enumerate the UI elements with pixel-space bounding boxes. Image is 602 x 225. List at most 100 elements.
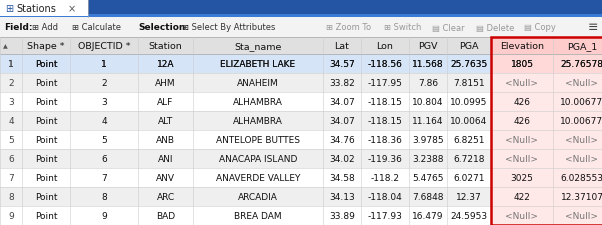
Text: Point: Point	[35, 154, 57, 163]
Bar	[0, 18, 602, 38]
Text: 34.07: 34.07	[329, 117, 355, 126]
Text: ALHAMBRA: ALHAMBRA	[233, 98, 283, 106]
Text: 5: 5	[8, 135, 14, 144]
Bar	[491, 74, 602, 93]
Text: Point: Point	[35, 192, 57, 201]
Text: 6.8251: 6.8251	[453, 135, 485, 144]
Text: Lat: Lat	[335, 42, 349, 51]
Text: 6.7218: 6.7218	[453, 154, 485, 163]
Bar	[491, 112, 602, 130]
Text: 2: 2	[8, 79, 14, 88]
Text: ARCADIA: ARCADIA	[238, 192, 278, 201]
Bar	[0, 0, 88, 17]
Text: ANB: ANB	[156, 135, 175, 144]
Bar	[0, 187, 602, 206]
Text: -117.95: -117.95	[368, 79, 403, 88]
Text: ▲: ▲	[3, 44, 8, 49]
Text: 3: 3	[101, 98, 107, 106]
Text: 10.00677: 10.00677	[560, 117, 602, 126]
Text: -118.04: -118.04	[368, 192, 402, 201]
Text: 10.0995: 10.0995	[450, 98, 488, 106]
Text: -118.15: -118.15	[368, 117, 403, 126]
Text: 25.7635: 25.7635	[450, 60, 488, 69]
Text: 8: 8	[8, 192, 14, 201]
Text: 12A: 12A	[157, 60, 174, 69]
Text: 34.76: 34.76	[329, 135, 355, 144]
Bar	[491, 55, 602, 74]
Bar	[491, 187, 602, 206]
Text: 4: 4	[8, 117, 14, 126]
Text: -118.36: -118.36	[368, 135, 403, 144]
Text: Lon: Lon	[377, 42, 394, 51]
Text: <Null>: <Null>	[565, 135, 598, 144]
Text: Stations: Stations	[16, 4, 56, 14]
Bar	[0, 74, 602, 93]
Bar	[0, 93, 602, 112]
Text: 9: 9	[8, 211, 14, 220]
Text: 12.37107: 12.37107	[560, 192, 602, 201]
Text: 34.58: 34.58	[329, 173, 355, 182]
Text: 7: 7	[8, 173, 14, 182]
Text: <Null>: <Null>	[565, 79, 598, 88]
Text: ×: ×	[68, 4, 76, 14]
Text: 1805: 1805	[510, 60, 533, 69]
Text: <Null>: <Null>	[565, 154, 598, 163]
Text: 33.89: 33.89	[329, 211, 355, 220]
Text: <Null>: <Null>	[506, 154, 539, 163]
Text: 24.5953: 24.5953	[450, 211, 488, 220]
Text: Shape *: Shape *	[27, 42, 65, 51]
Text: ⊞ Calculate: ⊞ Calculate	[72, 23, 121, 32]
Bar	[0, 38, 602, 55]
Text: 4: 4	[101, 117, 107, 126]
Text: 1: 1	[101, 60, 107, 69]
Text: Point: Point	[35, 173, 57, 182]
Text: -117.93: -117.93	[368, 211, 403, 220]
Text: 3025: 3025	[510, 173, 533, 182]
Text: 16.479: 16.479	[412, 211, 444, 220]
Text: Point: Point	[35, 211, 57, 220]
Text: ARC: ARC	[157, 192, 175, 201]
Text: 3: 3	[8, 98, 14, 106]
Text: Point: Point	[35, 117, 57, 126]
Text: ⊞: ⊞	[5, 4, 13, 14]
Bar	[0, 112, 602, 130]
Text: ANACAPA ISLAND: ANACAPA ISLAND	[219, 154, 297, 163]
Text: 1: 1	[101, 60, 107, 69]
Text: ⊞ Zoom To: ⊞ Zoom To	[326, 23, 371, 32]
Text: <Null>: <Null>	[506, 135, 539, 144]
Text: 34.13: 34.13	[329, 192, 355, 201]
Text: 422: 422	[514, 192, 530, 201]
Bar	[491, 38, 602, 55]
Text: PGA_1: PGA_1	[567, 42, 597, 51]
Text: 25.7635: 25.7635	[450, 60, 488, 69]
Text: ANTELOPE BUTTES: ANTELOPE BUTTES	[216, 135, 300, 144]
Text: Sta_name: Sta_name	[234, 42, 282, 51]
Text: 25.76578: 25.76578	[560, 60, 602, 69]
Text: 10.804: 10.804	[412, 98, 444, 106]
Text: ▤ Delete: ▤ Delete	[476, 23, 514, 32]
Text: ANI: ANI	[158, 154, 173, 163]
Text: Point: Point	[35, 135, 57, 144]
Bar	[0, 206, 602, 225]
Bar	[491, 206, 602, 225]
Text: Point: Point	[35, 98, 57, 106]
Text: AHM: AHM	[155, 79, 176, 88]
Bar	[0, 55, 602, 74]
Text: BREA DAM: BREA DAM	[234, 211, 282, 220]
Text: <Null>: <Null>	[565, 211, 598, 220]
Bar	[491, 38, 602, 225]
Text: 7: 7	[101, 173, 107, 182]
Text: 3.9785: 3.9785	[412, 135, 444, 144]
Text: -118.2: -118.2	[370, 173, 400, 182]
Text: Point: Point	[35, 60, 57, 69]
Text: -118.56: -118.56	[368, 60, 403, 69]
Bar	[0, 55, 602, 74]
Text: 6.028553: 6.028553	[560, 173, 602, 182]
Text: ▤ Clear: ▤ Clear	[432, 23, 465, 32]
Text: 11.164: 11.164	[412, 117, 444, 126]
Text: OBJECTID *: OBJECTID *	[78, 42, 130, 51]
Text: 33.82: 33.82	[329, 79, 355, 88]
Text: -118.15: -118.15	[368, 98, 403, 106]
Text: 12A: 12A	[157, 60, 174, 69]
Text: 7.6848: 7.6848	[412, 192, 444, 201]
